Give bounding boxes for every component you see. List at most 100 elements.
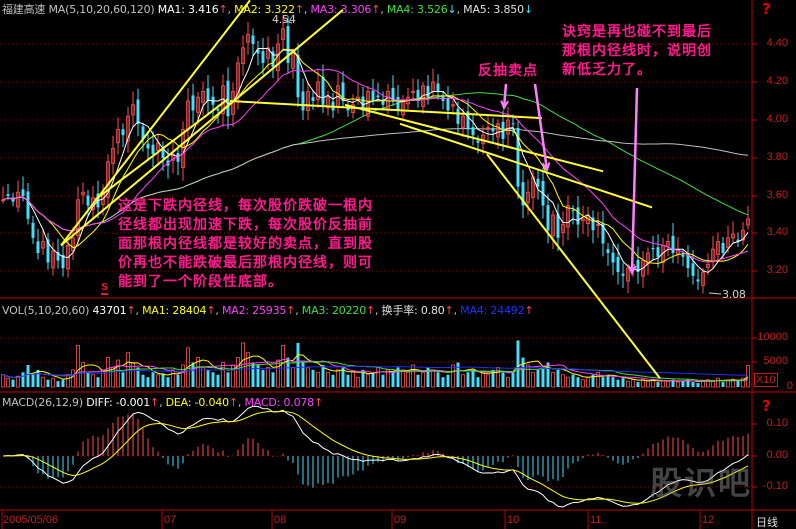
volume-bar: [591, 374, 595, 387]
macd-tick: 0.00: [766, 449, 788, 461]
help-icon[interactable]: ?: [762, 397, 771, 415]
candle-body: [126, 115, 130, 142]
candle-body: [151, 144, 155, 155]
candle-body: [371, 90, 375, 101]
price-header: 福建高速 MA(5,10,20,60,120) MA1: 3.416↑, MA2…: [2, 3, 533, 16]
candle-body: [416, 89, 420, 101]
candle-body: [461, 115, 465, 128]
volume-bar: [631, 379, 635, 388]
candle-body: [581, 218, 585, 222]
help-icon[interactable]: ?: [762, 0, 771, 18]
volume-bar: [256, 364, 260, 387]
date-label: 10: [507, 514, 520, 526]
trendline: [486, 153, 661, 380]
sell-point-arrow-head: [500, 100, 509, 111]
volume-bar: [296, 342, 300, 387]
candle-body: [301, 91, 305, 111]
candle-body: [241, 47, 245, 64]
volume-bar: [251, 362, 255, 387]
candle-body: [476, 140, 480, 143]
volume-bar: [336, 369, 340, 388]
annotation-arrows: [283, 19, 722, 295]
volume-bar: [311, 369, 315, 387]
candle-body: [181, 129, 185, 168]
candle-body: [71, 237, 75, 252]
volume-bar: [261, 369, 265, 387]
volume-bar: [331, 374, 335, 387]
macd-tick: 0.10: [766, 417, 788, 429]
volume-bar: [616, 379, 620, 387]
candle-body: [116, 129, 120, 144]
volume-bar: [351, 371, 355, 388]
volume-bar: [611, 377, 615, 387]
volume-bar: [451, 364, 455, 388]
volume-bar: [566, 376, 570, 388]
candle-body: [511, 123, 515, 125]
note-line: 能到了一个阶段性底部。: [118, 274, 283, 290]
candle-body: [196, 96, 200, 113]
volume-bar: [571, 374, 575, 387]
candle-body: [261, 51, 265, 63]
volume-bar: [346, 374, 350, 387]
volume-bar: [316, 371, 320, 388]
candle-body: [81, 191, 85, 196]
volume-bar: [456, 362, 460, 387]
candle-body: [446, 98, 450, 111]
volume-bar: [196, 357, 200, 388]
volume-value: 43701: [92, 304, 127, 317]
candle-body: [686, 254, 690, 269]
volume-bar: [286, 357, 290, 387]
volume-bar: [26, 364, 30, 387]
candle-body: [451, 104, 455, 107]
volume-bar: [161, 373, 165, 387]
candle-body: [226, 80, 230, 117]
note-line: 新低乏力了。: [562, 62, 652, 78]
macd-params: MACD(26,12,9): [2, 396, 83, 409]
candle-body: [616, 256, 620, 272]
candle-body: [16, 191, 20, 208]
volume-bar: [576, 377, 580, 387]
candle-body: [691, 263, 695, 276]
period-tab-daily[interactable]: 日线: [756, 517, 778, 529]
volume-params: VOL(5,10,20,60): [2, 304, 90, 317]
arrow-up-icon: ↑: [206, 304, 216, 317]
volume-bar: [111, 366, 115, 388]
volume-bar: [381, 374, 385, 387]
candle-body: [556, 213, 560, 238]
volume-bar: [666, 380, 670, 388]
volume-bar: [266, 366, 270, 388]
candle-body: [31, 222, 35, 238]
volume-bar: [281, 344, 285, 388]
candle-body: [471, 127, 475, 136]
ma3-value: MA3: 3.306: [310, 3, 372, 16]
macd-value: MACD: 0.078: [244, 396, 315, 409]
candle-body: [571, 210, 575, 212]
volume-bar: [621, 378, 625, 387]
ma1-value: MA1: 3.416: [157, 3, 219, 16]
candle-body: [736, 239, 740, 242]
volume-bar: [206, 369, 210, 387]
vol-ma10-line: [2, 359, 749, 382]
volume-bar: [431, 369, 435, 388]
volume-bar: [596, 371, 600, 388]
volume-bar: [121, 372, 125, 387]
candle-body: [291, 53, 295, 69]
volume-bar: [741, 377, 745, 388]
price-tick: 4.20: [766, 75, 788, 87]
volume-bar: [101, 369, 105, 388]
candle-body: [6, 194, 10, 196]
candle-body: [731, 233, 735, 239]
volume-bar: [636, 382, 640, 387]
volume-bar: [511, 372, 515, 387]
volume-bar: [626, 380, 630, 388]
watermark-logo: 股识吧: [650, 464, 753, 502]
volume-bar: [366, 374, 370, 388]
candle-body: [216, 109, 220, 111]
volume-bar: [716, 377, 720, 388]
candle-body: [271, 51, 275, 67]
ma4-value: MA4: 3.526: [386, 3, 448, 16]
volume-bar: [71, 369, 75, 388]
price-tick: 4.00: [766, 113, 788, 125]
volume-bar: [301, 362, 305, 387]
